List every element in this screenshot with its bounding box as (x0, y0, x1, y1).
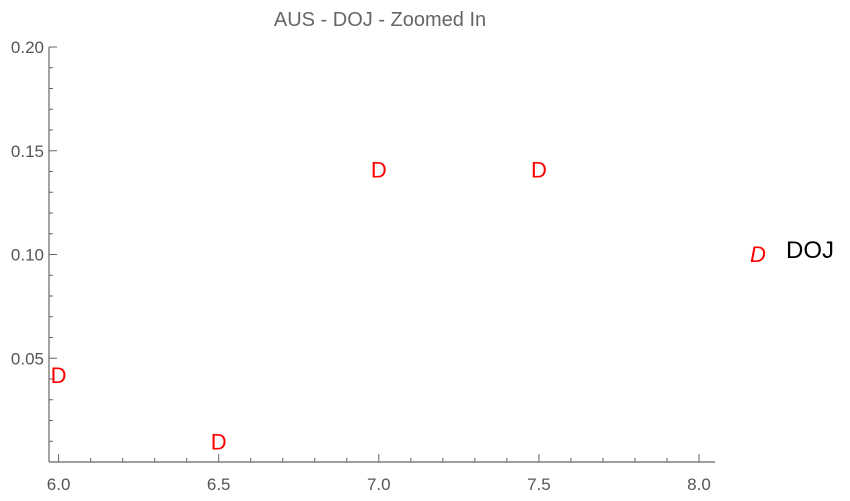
chart-title: AUS - DOJ - Zoomed In (274, 9, 486, 31)
y-tick-label: 0.10 (11, 246, 44, 265)
data-point: D (371, 157, 387, 182)
legend-label-doj: DOJ (786, 237, 834, 264)
x-tick-label: 6.5 (207, 475, 231, 494)
y-tick-label: 0.05 (11, 349, 44, 368)
x-tick-label: 6.0 (47, 475, 71, 494)
axes: 6.0 6.5 7.0 7.5 8.0 0.05 0.10 0.15 0.20 (11, 38, 715, 494)
legend: D DOJ (750, 237, 834, 267)
data-point: D (211, 429, 227, 454)
y-tick-label: 0.20 (11, 38, 44, 57)
data-points: D D D D (51, 157, 547, 454)
x-tick-label: 8.0 (687, 475, 711, 494)
legend-marker: D (750, 242, 766, 267)
x-tick-label: 7.0 (367, 475, 391, 494)
data-point: D (51, 363, 67, 388)
data-point: D (531, 157, 547, 182)
x-tick-label: 7.5 (527, 475, 551, 494)
y-tick-label: 0.15 (11, 142, 44, 161)
